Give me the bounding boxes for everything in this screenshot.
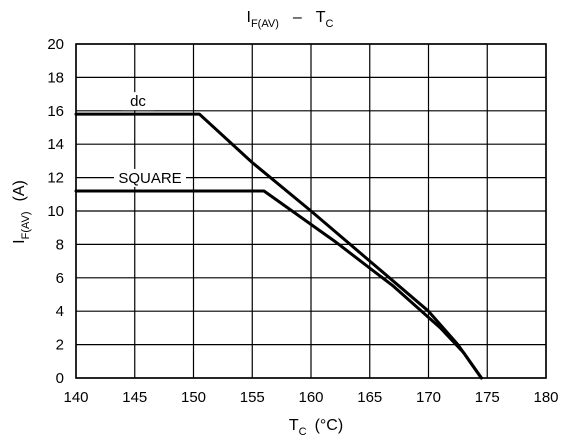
x-tick-155: 155	[240, 389, 265, 406]
y-tick-labels: 0 2 4 6 8 10 12 14 16 18 20	[47, 36, 64, 387]
series-labels: dc SQUARE	[114, 92, 186, 187]
title-sub: F(AV)	[251, 18, 279, 30]
xlabel-main: T	[289, 417, 299, 434]
series-label-bg-square	[114, 168, 186, 187]
series-label-dc: dc	[130, 93, 146, 110]
x-tick-180: 180	[533, 389, 558, 406]
y-tick-18: 18	[47, 69, 64, 86]
x-tick-160: 160	[298, 389, 323, 406]
series-group	[74, 112, 483, 380]
y-tick-4: 4	[56, 303, 64, 320]
x-tick-170: 170	[416, 389, 441, 406]
ylabel-main: I	[11, 239, 28, 243]
plot-frame	[75, 43, 547, 379]
y-axis-label: IF(AV) (A)	[11, 180, 32, 244]
x-tick-165: 165	[357, 389, 382, 406]
title-dash: –	[293, 9, 302, 26]
series-label-square: SQUARE	[118, 170, 181, 187]
x-tick-175: 175	[475, 389, 500, 406]
x-tick-150: 150	[181, 389, 206, 406]
ylabel-sub: F(AV)	[20, 211, 32, 239]
x-tick-140: 140	[63, 389, 88, 406]
title-main2: T	[316, 9, 326, 26]
series-label-bg-dc	[122, 92, 154, 111]
y-tick-16: 16	[47, 103, 64, 120]
y-tick-8: 8	[56, 236, 64, 253]
y-tick-6: 6	[56, 270, 64, 287]
title-main: I	[247, 9, 251, 26]
series-line-dc	[74, 112, 483, 380]
y-tick-0: 0	[56, 370, 64, 387]
x-tick-145: 145	[122, 389, 147, 406]
xlabel-sub: C	[299, 426, 307, 438]
y-tick-12: 12	[47, 170, 64, 187]
y-tick-2: 2	[56, 337, 64, 354]
grid	[75, 43, 547, 379]
x-tick-labels: 140 145 150 155 160 165 170 175 180	[63, 389, 558, 406]
chart-title: IF(AV) – TC	[247, 9, 334, 30]
y-tick-20: 20	[47, 36, 64, 53]
xlabel-unit: (°C)	[315, 417, 344, 434]
title-sub2: C	[326, 18, 334, 30]
x-axis-label: TC (°C)	[289, 417, 343, 438]
y-tick-10: 10	[47, 203, 64, 220]
series-line-square	[74, 189, 483, 380]
y-tick-14: 14	[47, 136, 64, 153]
ylabel-unit: (A)	[11, 180, 28, 201]
